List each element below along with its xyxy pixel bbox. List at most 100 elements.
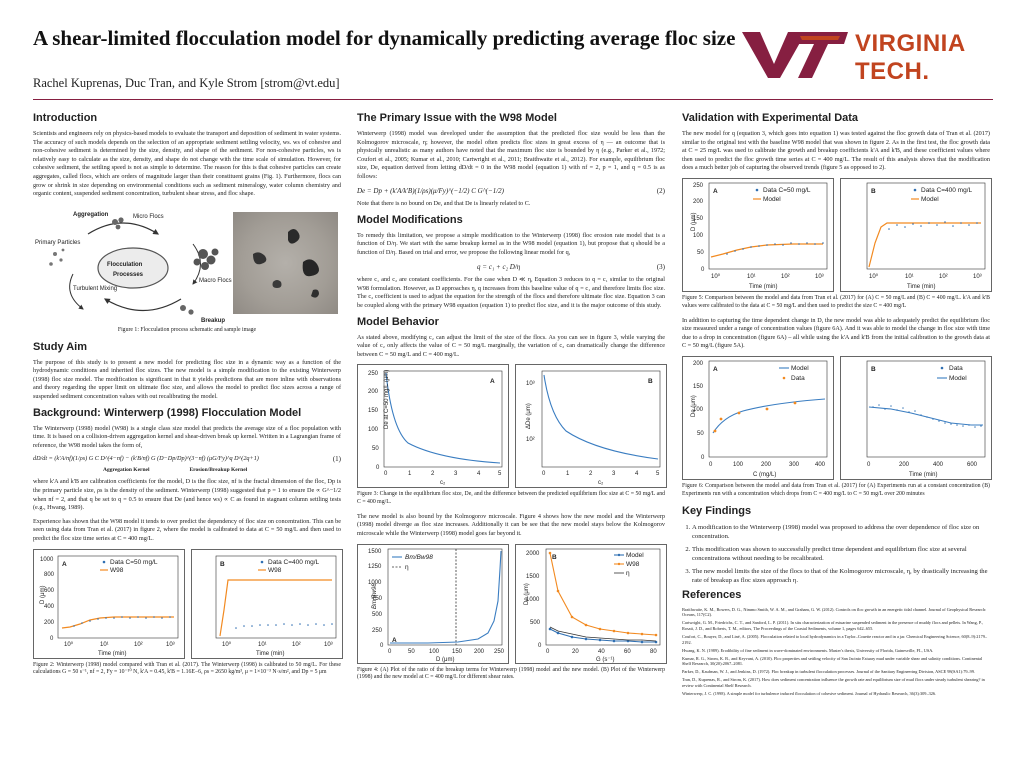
fig5a-ytick: 0 xyxy=(701,267,705,273)
fig6a-xtick: 0 xyxy=(709,462,713,468)
figure-5: A Data C=50 mg/L Model D (μm) 0 50 100 1… xyxy=(682,177,992,292)
figure-5-panel-b: B Data C=400 mg/L Model 10⁰ 10¹ 10² 10³ … xyxy=(840,177,992,292)
fig3b-xlabel: c₂ xyxy=(598,480,604,486)
fig3a-xtick: 3 xyxy=(454,471,458,477)
background-text-3: Experience has shown that the W98 model … xyxy=(33,517,341,543)
fig4b-xtick: 0 xyxy=(546,649,550,655)
fig2a-xtick: 10¹ xyxy=(100,642,109,648)
legend-w98: W98 xyxy=(110,567,124,574)
equation-3: q = c₁ + c₂ D/η (3) xyxy=(357,263,665,272)
figure-4: Bm/Bw98 η A Bm/Bw98 0 250 500 750 1000 1… xyxy=(357,543,667,664)
floc-sample-photo xyxy=(233,211,338,314)
reference-item: Braithwaite, K. M., Bowers, D. G., Nimmo… xyxy=(682,606,987,618)
fig6a-ytick: 150 xyxy=(693,384,704,390)
panel-a-label: A xyxy=(713,366,718,373)
legend-ratio: Bm/Bw98 xyxy=(405,554,433,561)
panel-b-label: B xyxy=(552,554,557,561)
label-primary-particles: Primary Particles xyxy=(35,240,80,246)
reference-item: Hwang, K. N. (1989). Erodibility of fine… xyxy=(682,647,934,653)
fig5b-xtick: 10² xyxy=(939,274,948,280)
fig3b-ytick: 10² xyxy=(526,437,535,443)
panel-a-label: A xyxy=(713,188,718,195)
label-breakup: Breakup xyxy=(201,318,225,324)
validation-heading: Validation with Experimental Data xyxy=(682,112,859,124)
fig5b-xlabel: Time (min) xyxy=(907,284,935,290)
figure-1: Aggregation Micro Flocs Primary Particle… xyxy=(33,204,341,324)
panel-b-label: B xyxy=(648,378,653,385)
equation-2-body: De = Dp + (k'A/k'B)(1/ρs)(μ/Fy)^(−1/2) C… xyxy=(357,186,505,195)
fig5a-ytick: 100 xyxy=(693,233,704,239)
fig5a-xlabel: Time (min) xyxy=(749,284,777,290)
figure-5-panel-a: A Data C=50 mg/L Model D (μm) 0 50 100 1… xyxy=(682,177,834,292)
fig4b-xtick: 60 xyxy=(624,649,631,655)
fig3a-xtick: 1 xyxy=(408,471,412,477)
background-heading: Background: Winterwerp (1998) Flocculati… xyxy=(33,406,302,419)
figure-2: A Data C=50 mg/L W98 D (μm) 0 200 400 60… xyxy=(33,548,343,659)
figure-4-panel-b: B Model W98 η De (μm) 0 500 1000 1500 xyxy=(515,543,667,664)
fig2b-xtick: 10³ xyxy=(324,642,333,648)
figure-5b-plot: B Data C=400 mg/L Model 10⁰ 10¹ 10² 10³ … xyxy=(866,182,986,290)
fig4b-ytick: 1500 xyxy=(526,574,540,580)
fig3a-xtick: 4 xyxy=(477,471,481,477)
fig5b-xtick: 10¹ xyxy=(905,274,914,280)
reference-item: Tran, D., Kuprenas, R., and Strom, K. (2… xyxy=(682,677,985,689)
fig2a-xtick: 10³ xyxy=(166,642,175,648)
university-logo: VIRGINIA TECH. xyxy=(740,26,1000,86)
figure-3-panel-a: A De at C=50 mg/L (μm) 0 50 100 150 200 … xyxy=(357,364,509,489)
figure-1-caption: Figure 1: Flocculation process schematic… xyxy=(117,326,257,333)
label-flocculation: Flocculation xyxy=(107,262,143,268)
figure-2-panel-a: A Data C=50 mg/L W98 D (μm) 0 200 400 60… xyxy=(33,548,185,659)
aggregation-kernel-label: Aggregation Kernel xyxy=(103,466,150,473)
references-list: Braithwaite, K. M., Bowers, D. G., Nimmo… xyxy=(682,607,990,697)
fig6a-ytick: 200 xyxy=(693,361,704,367)
reference-item: Parker, D., Kaufman, W. J., and Jenkins,… xyxy=(682,669,976,675)
figure-2-panel-b: B Data C=400 mg/L W98 10⁰ 10¹ 10² 10³ Ti… xyxy=(191,548,343,659)
fig6a-xtick: 400 xyxy=(815,462,826,468)
fig4a-ytick: 1000 xyxy=(368,580,382,586)
intro-heading: Introduction xyxy=(33,112,98,124)
fig2a-ytick: 800 xyxy=(44,572,55,578)
fig4a-ytick: 0 xyxy=(380,643,384,649)
equation-2: De = Dp + (k'A/k'B)(1/ρs)(μ/Fy)^(−1/2) C… xyxy=(357,187,665,196)
behavior-heading: Model Behavior xyxy=(357,315,439,328)
fig2a-xtick: 10⁰ xyxy=(64,641,74,648)
fig3b-xtick: 2 xyxy=(589,471,593,477)
equation-1-number: (1) xyxy=(332,455,341,464)
column-2: The Primary Issue with the W98 Model Win… xyxy=(357,108,667,688)
panel-b-label: B xyxy=(871,188,876,195)
fig4a-ytick: 250 xyxy=(372,628,383,634)
validation-text: The new model for q (equation 3, which g… xyxy=(682,130,990,172)
fig4b-ytick: 500 xyxy=(530,620,541,626)
column-3: Validation with Experimental Data The ne… xyxy=(682,108,992,699)
fig5b-xtick: 10³ xyxy=(973,274,982,280)
fig5a-xtick: 10⁰ xyxy=(711,273,721,280)
fig4a-ytick: 500 xyxy=(372,612,383,618)
figure-3a-plot: A De at C=50 mg/L (μm) 0 50 100 150 200 … xyxy=(368,370,503,486)
flocculation-schematic: Aggregation Micro Flocs Primary Particle… xyxy=(35,212,232,324)
fig4b-xtick: 80 xyxy=(650,649,657,655)
fig3b-xtick: 0 xyxy=(542,471,546,477)
fig6b-xtick: 200 xyxy=(899,462,910,468)
figure-2a-plot: A Data C=50 mg/L W98 D (μm) 0 200 400 60… xyxy=(40,555,179,657)
figure-3: A De at C=50 mg/L (μm) 0 50 100 150 200 … xyxy=(357,364,667,489)
fig2a-xtick: 10² xyxy=(134,642,143,648)
fig6a-xlabel: C (mg/L) xyxy=(753,472,776,478)
fig3b-ylabel: ΔDe (μm) xyxy=(526,403,532,429)
poster-title: A shear-limited flocculation model for d… xyxy=(33,26,736,50)
floc-image-icon xyxy=(253,228,319,298)
reference-item: Winterwerp, J. C. (1998). A simple model… xyxy=(682,691,937,697)
figure-4b-plot: B Model W98 η De (μm) 0 500 1000 1500 xyxy=(524,548,661,663)
fig3b-xtick: 1 xyxy=(566,471,570,477)
label-aggregation: Aggregation xyxy=(73,212,109,218)
header-rule xyxy=(33,99,993,100)
figure-6-panel-b: B Data Model 0 200 400 600 xyxy=(840,355,992,480)
fig6a-xtick: 300 xyxy=(789,462,800,468)
findings-list: A modification to the Winterwerp (1998) … xyxy=(682,523,990,585)
fig6b-xtick: 600 xyxy=(967,462,978,468)
fig5a-ytick: 50 xyxy=(697,250,704,256)
fig5a-xtick: 10² xyxy=(781,274,790,280)
references-heading: References xyxy=(682,588,742,601)
behavior-text-2: The new model is also bound by the Kolmo… xyxy=(357,512,665,538)
legend-data-fig6a: Data xyxy=(791,375,805,382)
fig4a-ytick: 750 xyxy=(372,596,383,602)
